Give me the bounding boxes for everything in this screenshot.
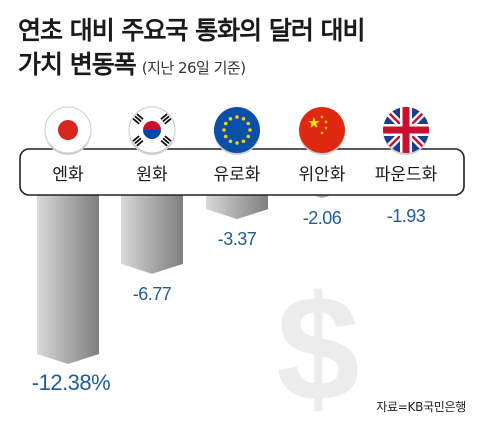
china-flag bbox=[299, 107, 345, 155]
value-label-2: -3.37 bbox=[218, 229, 257, 249]
dollar-sign-watermark: $ bbox=[276, 264, 359, 431]
currency-label-1: 원화 bbox=[136, 165, 168, 185]
value-label-1: -6.77 bbox=[133, 284, 172, 304]
title-line-1: 연초 대비 주요국 통화의 달러 대비 bbox=[18, 16, 366, 45]
chart-title: 연초 대비 주요국 통화의 달러 대비 가치 변동폭 (지난 26일 기준) bbox=[18, 14, 468, 85]
currency-label-3: 위안화 bbox=[299, 165, 346, 185]
title-line-2-text: 가치 변동폭 bbox=[18, 50, 137, 79]
value-label-3: -2.06 bbox=[303, 208, 342, 228]
uk-flag bbox=[383, 107, 429, 155]
eu-flag bbox=[214, 107, 260, 155]
title-line-2: 가치 변동폭 (지난 26일 기준) bbox=[18, 48, 468, 85]
bar-0 bbox=[37, 165, 99, 364]
subtitle: (지난 26일 기준) bbox=[141, 59, 246, 77]
value-label-4: -1.93 bbox=[387, 206, 426, 226]
value-label-0: -12.38% bbox=[32, 370, 110, 395]
currency-label-0: 엔화 bbox=[52, 165, 84, 185]
south-korea-flag bbox=[128, 106, 176, 155]
source-note: 자료=KB국민은행 bbox=[376, 400, 466, 414]
currency-label-4: 파운드화 bbox=[375, 165, 438, 185]
labels-layer: -12.38% 엔화 -6.77 원화 -3.37 유로화 -2.06 위안화 -1.93 파운드… bbox=[32, 165, 438, 395]
currency-label-2: 유로화 bbox=[214, 165, 261, 185]
flags-layer bbox=[44, 106, 429, 155]
japan-flag bbox=[44, 106, 92, 155]
